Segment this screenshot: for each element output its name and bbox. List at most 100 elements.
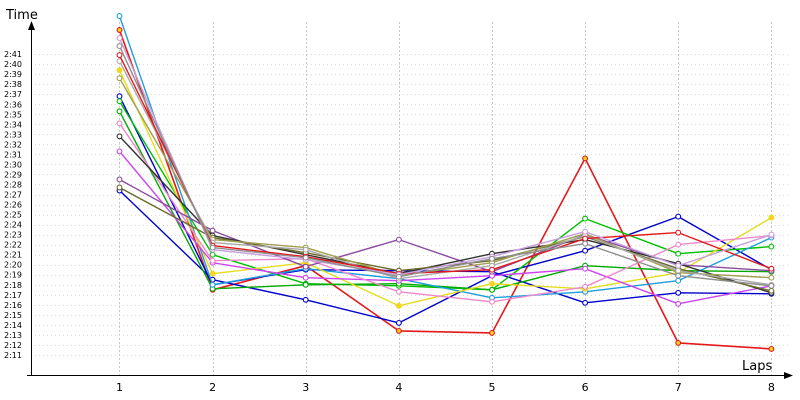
data-point xyxy=(489,298,495,305)
data-point xyxy=(395,302,402,309)
y-tick-label: 2:23 xyxy=(4,231,22,240)
data-point xyxy=(675,277,682,284)
data-point xyxy=(675,262,682,269)
series-17-line xyxy=(118,45,772,287)
series-16-line xyxy=(118,37,772,276)
data-point xyxy=(209,244,216,251)
data-point xyxy=(768,214,775,221)
x-tick-label: 5 xyxy=(488,381,495,394)
series-2 xyxy=(116,187,775,326)
series-8-line xyxy=(118,150,772,305)
data-point xyxy=(116,13,123,19)
data-point xyxy=(395,273,402,280)
data-point xyxy=(768,231,775,238)
series-12-line xyxy=(119,186,772,292)
data-point xyxy=(582,265,589,272)
data-point xyxy=(582,299,589,306)
y-tick-label: 2:28 xyxy=(4,180,22,189)
data-point xyxy=(768,287,775,294)
data-point xyxy=(116,67,123,74)
data-point xyxy=(116,93,123,100)
data-point xyxy=(302,254,309,261)
x-axis-title: Laps xyxy=(742,359,772,374)
data-point xyxy=(116,52,123,59)
series-6-line xyxy=(118,15,772,299)
tick-labels: 2:112:122:132:142:152:162:172:182:192:20… xyxy=(4,50,775,394)
series-4-line xyxy=(118,100,772,291)
data-point xyxy=(582,228,589,235)
y-tick-label: 2:17 xyxy=(4,291,22,300)
data-point xyxy=(582,247,589,254)
series-13-line xyxy=(118,77,772,279)
data-point xyxy=(116,176,123,183)
data-point xyxy=(582,215,589,222)
data-point xyxy=(116,43,123,50)
data-point xyxy=(116,35,123,42)
x-tick-label: 4 xyxy=(395,381,402,394)
x-tick-label: 6 xyxy=(582,381,589,394)
data-point xyxy=(395,236,402,243)
y-tick-label: 2:33 xyxy=(4,130,22,139)
series-6 xyxy=(116,13,775,301)
data-point xyxy=(116,27,123,33)
data-point xyxy=(209,281,216,288)
data-point xyxy=(675,213,682,220)
series-9-line xyxy=(118,122,772,303)
data-point xyxy=(116,108,123,115)
data-point xyxy=(675,289,682,296)
data-point xyxy=(116,120,123,127)
data-point xyxy=(209,227,216,234)
y-tick-label: 2:32 xyxy=(4,140,22,149)
y-tick-label: 2:29 xyxy=(4,170,22,179)
data-point xyxy=(116,75,123,82)
data-point xyxy=(395,319,402,326)
y-tick-label: 2:15 xyxy=(4,311,22,320)
series-17 xyxy=(116,43,775,289)
data-point xyxy=(489,329,495,336)
y-tick-label: 2:16 xyxy=(4,301,22,310)
series-10-line xyxy=(119,178,772,273)
series-1-line xyxy=(118,29,772,350)
y-tick-label: 2:30 xyxy=(4,160,22,169)
y-tick-label: 2:24 xyxy=(4,221,22,230)
y-tick-label: 2:38 xyxy=(4,80,22,89)
data-point xyxy=(768,282,775,289)
data-point xyxy=(209,251,216,258)
y-tick-label: 2:41 xyxy=(4,50,22,59)
y-tick-label: 2:11 xyxy=(4,351,22,360)
data-point xyxy=(116,98,123,105)
data-point xyxy=(768,345,775,352)
data-point xyxy=(582,235,589,242)
data-point xyxy=(582,240,589,247)
data-point xyxy=(768,265,775,272)
y-tick-label: 2:37 xyxy=(4,90,22,99)
data-point xyxy=(302,274,309,281)
x-tick-label: 2 xyxy=(209,381,216,394)
series-15-line xyxy=(118,54,772,275)
data-point xyxy=(489,286,495,293)
data-point xyxy=(209,257,216,264)
data-point xyxy=(768,243,775,250)
y-tick-label: 2:18 xyxy=(4,281,22,290)
series-7-line xyxy=(118,69,772,307)
data-point xyxy=(489,266,495,273)
y-tick-label: 2:13 xyxy=(4,331,22,340)
y-tick-label: 2:20 xyxy=(4,261,22,270)
y-tick-label: 2:27 xyxy=(4,191,22,200)
grid-lines xyxy=(31,22,790,375)
data-point xyxy=(302,281,309,288)
y-tick-label: 2:26 xyxy=(4,201,22,210)
data-point xyxy=(768,274,775,281)
data-point xyxy=(302,246,309,253)
data-point xyxy=(675,300,682,307)
data-point xyxy=(675,250,682,257)
data-point xyxy=(116,133,123,140)
y-tick-label: 2:12 xyxy=(4,341,22,350)
y-tick-label: 2:39 xyxy=(4,70,22,79)
data-point xyxy=(582,155,589,162)
data-point xyxy=(395,327,402,334)
data-point xyxy=(209,270,216,277)
y-tick-label: 2:34 xyxy=(4,120,22,129)
axes xyxy=(27,21,793,379)
